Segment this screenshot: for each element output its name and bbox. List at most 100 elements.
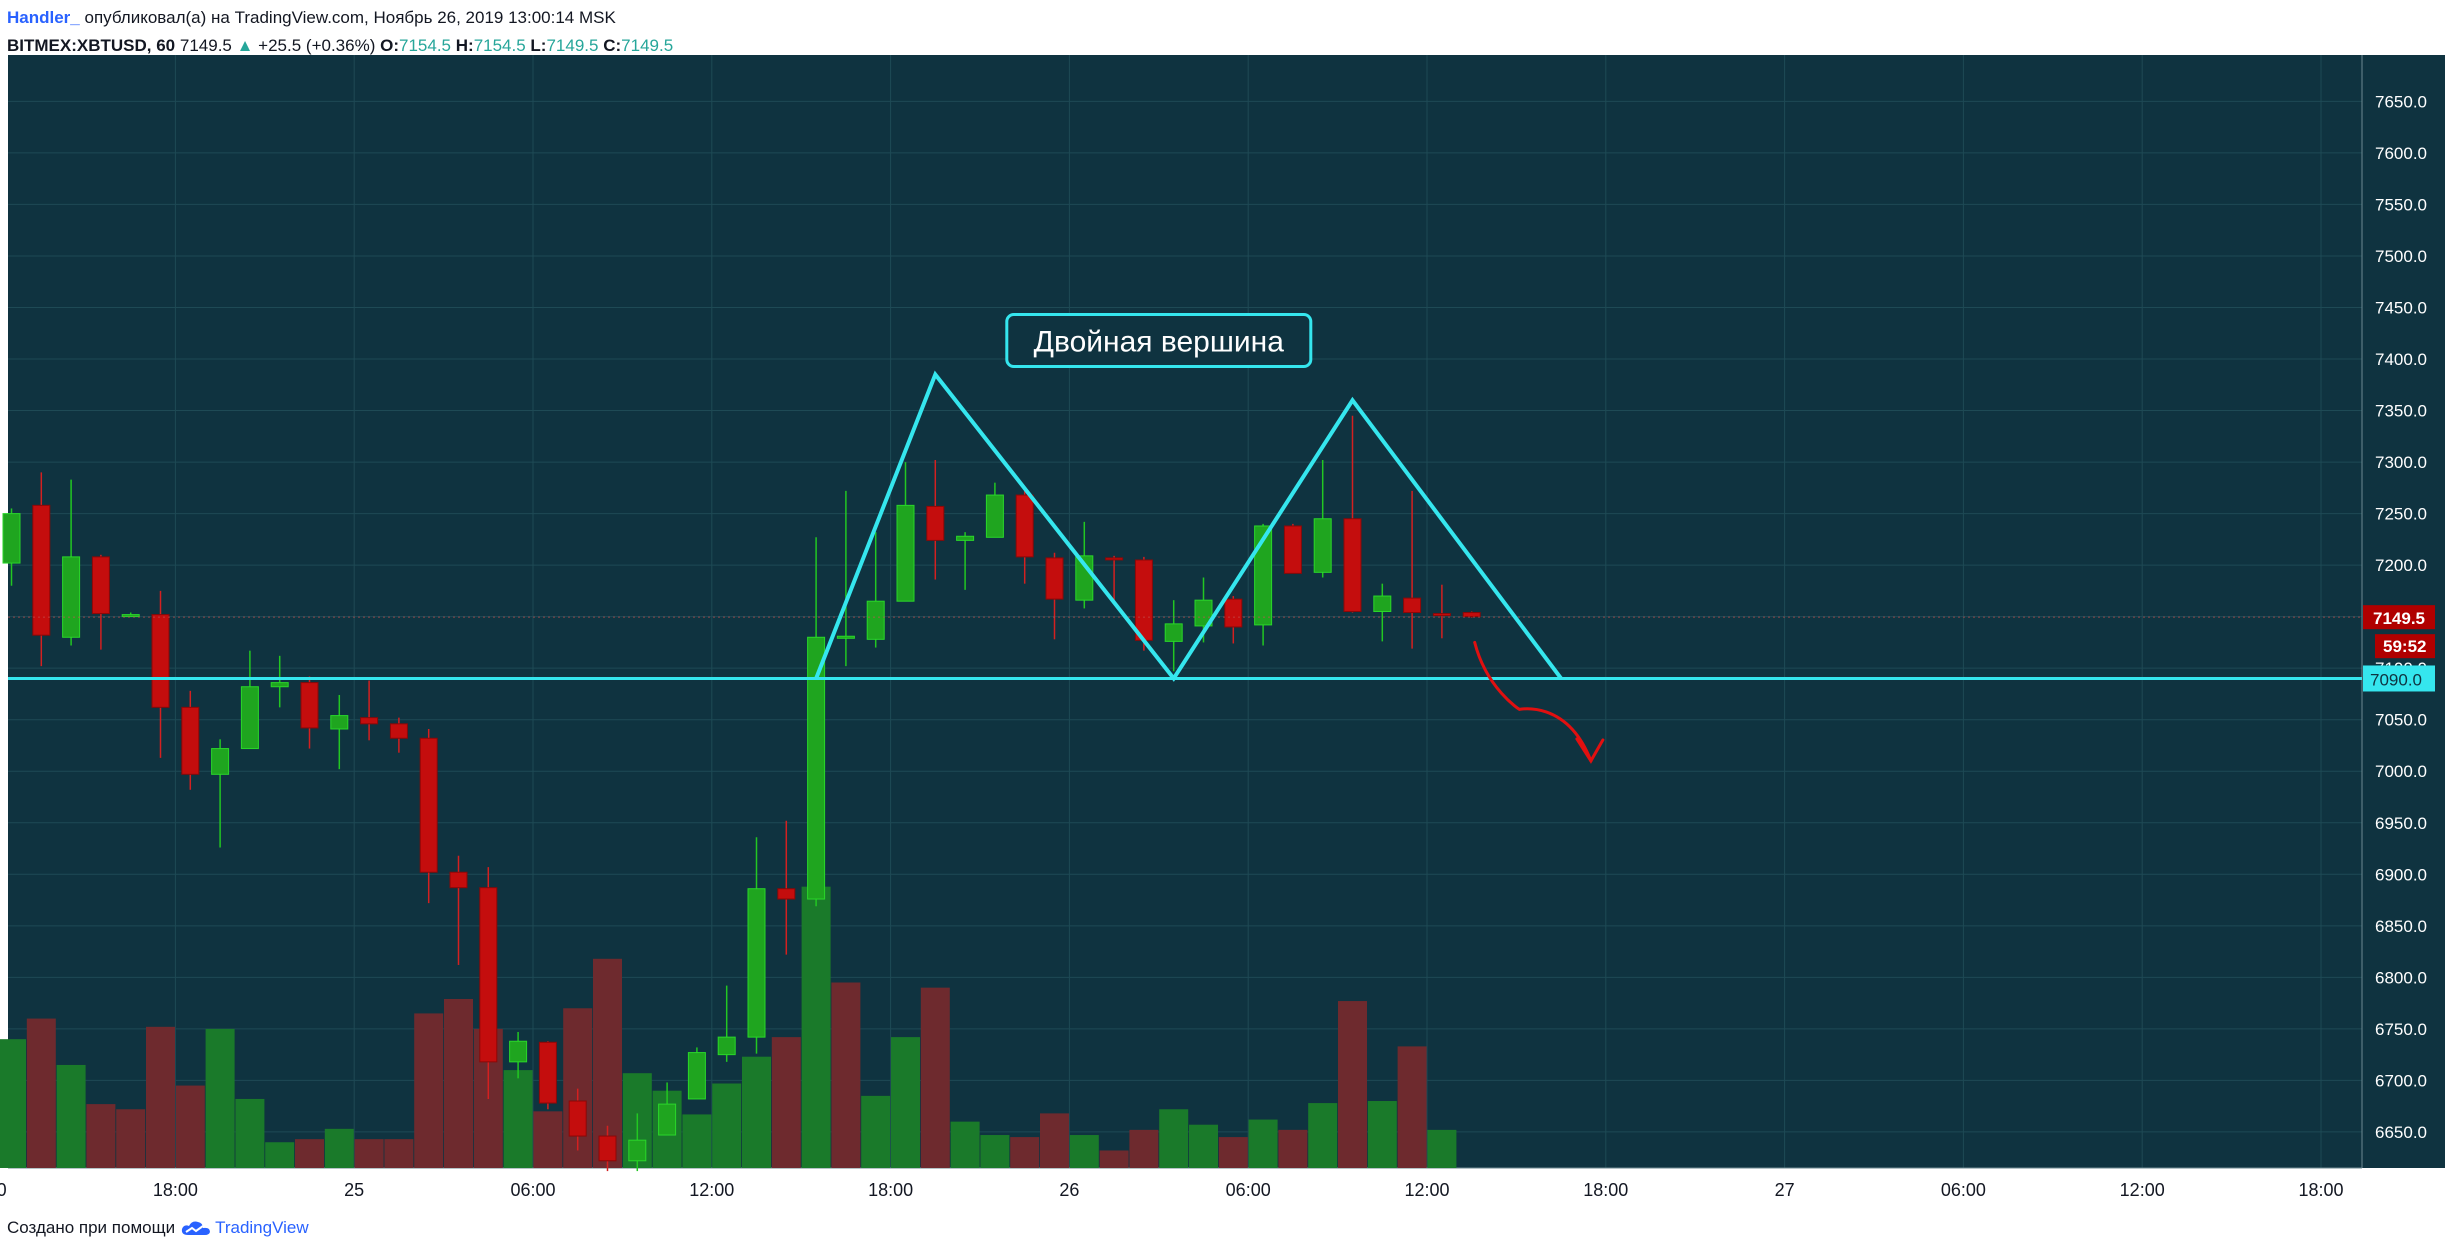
candle-down xyxy=(1403,597,1422,614)
candle-down xyxy=(777,888,796,900)
candle-down xyxy=(926,505,945,541)
volume-bar xyxy=(712,1083,742,1168)
y-tick-label: 6950.0 xyxy=(2375,814,2427,833)
volume-bar xyxy=(1189,1124,1218,1168)
volume-bar xyxy=(205,1028,235,1168)
candle-down xyxy=(1105,557,1124,561)
last-price-badge-label: 7149.5 xyxy=(2373,609,2425,628)
candle-up xyxy=(628,1139,647,1162)
price-change: +25.5 (+0.36%) xyxy=(258,36,376,55)
volume-bar xyxy=(354,1139,384,1168)
candle-down xyxy=(300,682,319,729)
volume-bar xyxy=(0,1039,26,1168)
x-tick-label: 12:00 xyxy=(1404,1180,1449,1200)
candle-up xyxy=(985,494,1004,538)
open-value: 7154.5 xyxy=(399,36,451,55)
author-link[interactable]: Handler_ xyxy=(7,8,80,27)
annotation-label: Двойная вершина xyxy=(1034,325,1285,358)
volume-bar xyxy=(1427,1129,1457,1168)
x-tick-label: 18:00 xyxy=(2298,1180,2343,1200)
chart-footer: Создано при помощи TradingView xyxy=(7,1218,309,1238)
candle-up xyxy=(1313,518,1332,573)
candle-down xyxy=(32,504,51,636)
volume-bar xyxy=(26,1018,56,1168)
candle-up xyxy=(896,504,915,602)
y-tick-label: 7600.0 xyxy=(2375,144,2427,163)
close-label: C: xyxy=(603,36,622,55)
volume-bar xyxy=(1338,1001,1367,1168)
candle-down xyxy=(389,723,408,739)
candle-up xyxy=(240,686,259,750)
candle-up xyxy=(717,1036,736,1056)
x-tick-label: 12:00 xyxy=(2120,1180,2165,1200)
y-tick-label: 6700.0 xyxy=(2375,1071,2427,1090)
x-tick-label: 27 xyxy=(1775,1180,1795,1200)
y-tick-label: 6850.0 xyxy=(2375,917,2427,936)
y-tick-label: 7200.0 xyxy=(2375,556,2427,575)
forecast-arrow-head xyxy=(1575,737,1605,764)
candle-up xyxy=(270,682,289,688)
x-tick-label: 06:00 xyxy=(510,1180,555,1200)
y-tick-label: 7250.0 xyxy=(2375,505,2427,524)
candle-down xyxy=(538,1041,557,1104)
candle-down xyxy=(1015,494,1034,558)
candle-up xyxy=(1194,599,1213,627)
x-tick-label: 18:00 xyxy=(868,1180,913,1200)
candle-up xyxy=(121,614,140,618)
high-value: 7154.5 xyxy=(473,36,526,55)
candle-down xyxy=(360,717,379,725)
candle-up xyxy=(836,635,855,639)
volume-bar xyxy=(682,1114,712,1168)
open-label: O: xyxy=(380,36,399,55)
volume-bar xyxy=(831,982,861,1168)
candle-up xyxy=(807,636,826,900)
volume-bar xyxy=(1010,1137,1040,1168)
y-tick-label: 7650.0 xyxy=(2375,92,2427,111)
cloud-icon xyxy=(181,1221,211,1235)
volume-bar xyxy=(384,1139,414,1168)
candle-up xyxy=(658,1103,677,1136)
volume-bar xyxy=(175,1085,205,1168)
volume-bar xyxy=(56,1064,86,1168)
candle-down xyxy=(1283,525,1302,574)
candle-down xyxy=(1134,559,1153,641)
volume-bar xyxy=(1099,1150,1129,1168)
candle-up xyxy=(866,600,885,640)
volume-bar xyxy=(1308,1103,1338,1168)
candle-up xyxy=(62,556,81,638)
support-badge xyxy=(2363,665,2435,692)
x-tick-label: 00 xyxy=(0,1180,7,1200)
y-tick-label: 6900.0 xyxy=(2375,865,2427,884)
x-tick-label: 25 xyxy=(344,1180,364,1200)
volume-bar xyxy=(1397,1046,1427,1168)
candle-down xyxy=(1462,612,1481,618)
close-value: 7149.5 xyxy=(621,36,674,55)
x-tick-label: 12:00 xyxy=(689,1180,734,1200)
volume-bar xyxy=(235,1098,265,1168)
candle-up xyxy=(2,513,21,564)
candle-down xyxy=(598,1135,617,1162)
volume-bar xyxy=(503,1070,533,1168)
candle-up xyxy=(1164,623,1183,642)
y-tick-label: 7350.0 xyxy=(2375,402,2427,421)
candle-down xyxy=(181,706,200,775)
x-tick-label: 18:00 xyxy=(1583,1180,1628,1200)
forecast-arrow xyxy=(1473,640,1593,763)
candle-down xyxy=(1343,518,1362,612)
countdown-badge-label: 59:52 xyxy=(2383,637,2426,656)
candle-down xyxy=(449,871,468,889)
x-tick-label: 18:00 xyxy=(153,1180,198,1200)
y-tick-label: 7450.0 xyxy=(2375,298,2427,317)
volume-bar xyxy=(265,1142,295,1168)
low-value: 7149.5 xyxy=(546,36,599,55)
x-tick-label: 06:00 xyxy=(1941,1180,1986,1200)
volume-bar xyxy=(1129,1129,1159,1168)
candle-up xyxy=(1254,525,1273,626)
volume-bar xyxy=(891,1037,920,1168)
volume-bar xyxy=(295,1139,324,1168)
candle-down xyxy=(419,737,438,873)
tradingview-logo[interactable]: TradingView xyxy=(181,1218,309,1238)
ohlc-line: BITMEX:XBTUSD, 60 7149.5 ▲ +25.5 (+0.36%… xyxy=(7,32,673,60)
volume-bar xyxy=(146,1026,175,1168)
